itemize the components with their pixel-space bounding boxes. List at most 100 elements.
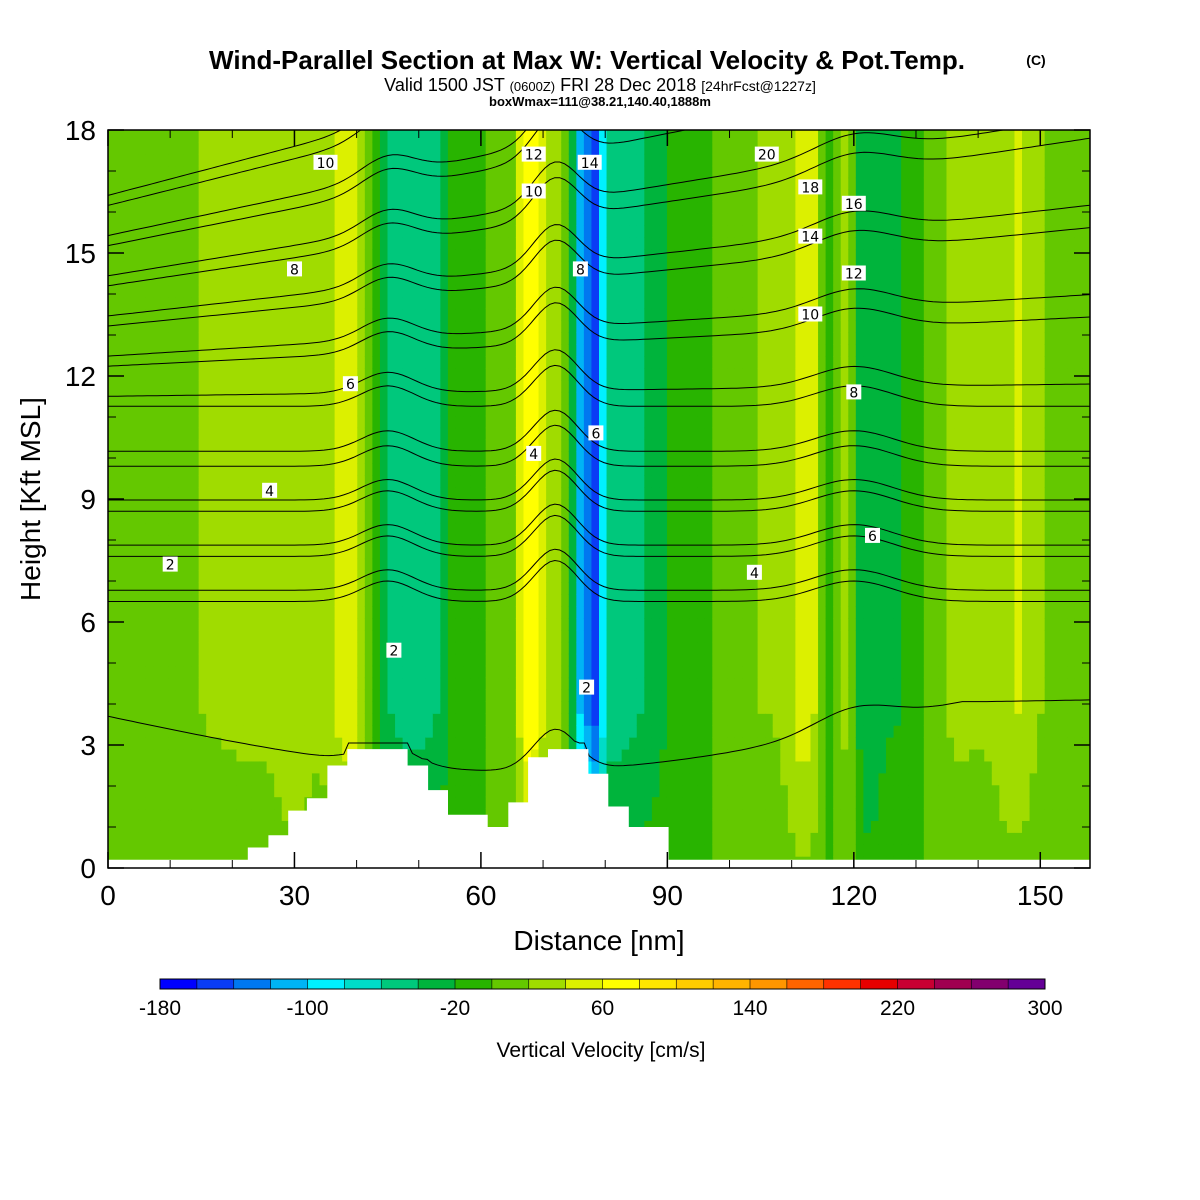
velocity-cell xyxy=(153,284,162,298)
velocity-cell xyxy=(651,141,661,155)
velocity-cell xyxy=(614,760,623,774)
velocity-cell xyxy=(160,391,170,405)
velocity-cell xyxy=(591,237,600,250)
velocity-cell xyxy=(553,641,562,655)
velocity-cell xyxy=(704,844,713,857)
velocity-cell xyxy=(583,391,593,405)
velocity-cell xyxy=(206,522,215,536)
velocity-cell xyxy=(123,522,132,536)
velocity-cell xyxy=(228,570,238,583)
velocity-cell xyxy=(175,296,185,310)
velocity-cell xyxy=(334,641,343,655)
velocity-cell xyxy=(417,379,426,393)
velocity-cell xyxy=(357,368,366,381)
velocity-cell xyxy=(364,475,373,488)
velocity-cell xyxy=(357,153,366,167)
velocity-cell xyxy=(523,534,532,548)
velocity-cell xyxy=(682,558,691,572)
velocity-cell xyxy=(319,189,328,203)
velocity-cell xyxy=(342,332,351,345)
velocity-cell xyxy=(629,427,638,441)
velocity-cell xyxy=(561,391,570,405)
velocity-cell xyxy=(395,272,404,286)
velocity-cell xyxy=(296,522,305,536)
velocity-cell xyxy=(123,689,132,702)
velocity-cell xyxy=(659,629,668,643)
velocity-cell xyxy=(115,558,124,572)
velocity-cell xyxy=(463,689,472,702)
velocity-cell xyxy=(568,225,577,238)
velocity-cell xyxy=(599,320,608,333)
velocity-cell xyxy=(334,629,343,643)
velocity-cell xyxy=(183,606,192,619)
velocity-cell xyxy=(463,332,472,345)
velocity-cell xyxy=(455,606,464,619)
velocity-cell xyxy=(311,713,321,726)
velocity-cell xyxy=(364,653,373,667)
velocity-cell xyxy=(153,189,162,203)
velocity-cell xyxy=(251,618,260,631)
velocity-cell xyxy=(130,177,139,191)
velocity-cell xyxy=(138,213,147,226)
velocity-cell xyxy=(515,379,525,393)
velocity-cell xyxy=(538,213,547,226)
velocity-cell xyxy=(183,368,192,381)
velocity-cell xyxy=(515,784,525,798)
velocity-cell xyxy=(682,677,691,691)
velocity-cell xyxy=(296,415,305,429)
velocity-cell xyxy=(629,296,638,310)
velocity-cell xyxy=(659,356,668,369)
velocity-cell xyxy=(206,451,215,464)
velocity-cell xyxy=(455,546,464,560)
velocity-cell xyxy=(583,725,593,738)
velocity-cell xyxy=(478,748,487,762)
velocity-cell xyxy=(334,606,343,619)
velocity-cell xyxy=(379,534,389,548)
velocity-cell xyxy=(228,832,238,845)
velocity-cell xyxy=(221,225,230,238)
velocity-cell xyxy=(342,463,351,476)
velocity-cell xyxy=(455,260,464,274)
velocity-cell xyxy=(259,201,268,214)
velocity-cell xyxy=(651,272,661,286)
velocity-cell xyxy=(357,558,366,572)
velocity-cell xyxy=(561,534,570,548)
velocity-cell xyxy=(251,499,260,512)
velocity-cell xyxy=(410,582,419,595)
velocity-cell xyxy=(614,784,623,798)
velocity-cell xyxy=(553,510,562,524)
velocity-cell xyxy=(485,606,494,619)
velocity-cell xyxy=(447,784,457,798)
velocity-cell xyxy=(108,808,117,821)
velocity-cell xyxy=(402,356,411,369)
velocity-cell xyxy=(168,249,177,262)
velocity-cell xyxy=(463,344,472,357)
velocity-cell xyxy=(138,391,147,405)
velocity-cell xyxy=(175,546,185,560)
velocity-cell xyxy=(666,820,676,833)
velocity-cell xyxy=(145,499,154,512)
velocity-cell xyxy=(470,689,479,702)
velocity-cell xyxy=(145,130,154,143)
velocity-cell xyxy=(206,368,215,381)
velocity-cell xyxy=(682,225,691,238)
velocity-cell xyxy=(478,784,487,798)
velocity-cell xyxy=(108,546,117,560)
velocity-cell xyxy=(175,475,185,488)
velocity-cell xyxy=(266,618,275,631)
velocity-cell xyxy=(599,213,608,226)
velocity-cell xyxy=(251,308,260,322)
velocity-cell xyxy=(108,618,117,631)
velocity-cell xyxy=(364,296,373,310)
subtitle-forecast: [24hrFcst@1227z] xyxy=(701,78,816,94)
velocity-cell xyxy=(349,653,358,667)
velocity-cell xyxy=(493,403,502,417)
velocity-cell xyxy=(674,379,683,393)
velocity-cell xyxy=(236,177,245,191)
velocity-cell xyxy=(523,225,532,238)
velocity-cell xyxy=(432,629,441,643)
velocity-cell xyxy=(221,439,230,452)
velocity-cell xyxy=(357,451,366,464)
velocity-cell xyxy=(228,213,238,226)
velocity-cell xyxy=(160,820,170,833)
